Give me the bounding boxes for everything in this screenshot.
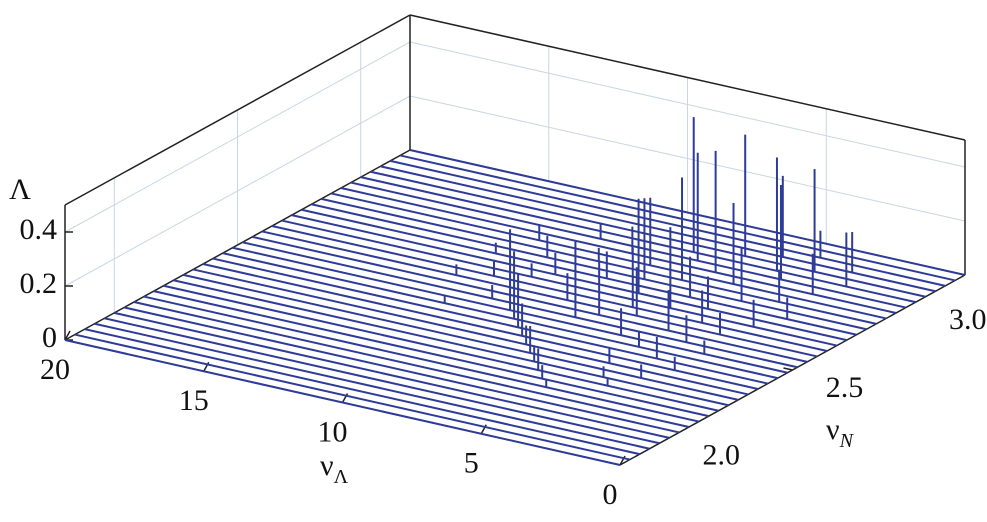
x-axis-label: νΛ	[320, 449, 349, 488]
series-baseline	[84, 328, 640, 456]
series-baseline	[291, 214, 847, 342]
series-baseline	[261, 230, 818, 358]
z-tick-label: 0.4	[20, 213, 58, 246]
series-baseline	[311, 203, 867, 331]
y-tick-label: 3.0	[949, 303, 987, 336]
x-tick-label: 10	[318, 415, 348, 448]
box-edge	[64, 149, 411, 341]
y-axis-label-sub: N	[839, 430, 855, 452]
series-baseline	[370, 170, 926, 298]
series-baseline	[153, 290, 709, 418]
box-edge	[409, 14, 966, 141]
series-baseline	[390, 159, 946, 287]
z-axis-label: Λ	[9, 173, 31, 206]
series-baseline	[202, 263, 759, 390]
x-tick-label: 0	[603, 478, 618, 511]
series-baseline	[242, 241, 798, 369]
series-baseline	[173, 279, 729, 407]
series-baseline	[114, 311, 670, 439]
grid-line	[64, 95, 411, 287]
y-axis-label: νN	[826, 413, 855, 452]
series-baseline	[301, 208, 857, 336]
grid-line	[409, 41, 966, 168]
series-baseline	[271, 225, 828, 352]
x-tick	[64, 330, 71, 341]
series-baseline	[380, 165, 936, 293]
x-tick-label: 20	[40, 353, 70, 386]
y-tick-label: 2.0	[703, 439, 741, 472]
series-baseline	[252, 235, 808, 363]
series-baseline	[123, 306, 680, 434]
x-axis-label-sub: Λ	[334, 466, 349, 488]
x-axis-label-main: ν	[320, 449, 334, 482]
y-axis-label-main: ν	[826, 413, 840, 446]
series-baseline	[350, 181, 907, 309]
z-tick-label: 0	[42, 321, 57, 354]
x-tick-label: 5	[464, 447, 479, 480]
grid-line	[409, 95, 966, 222]
x-tick-label: 15	[179, 384, 209, 417]
series-baseline	[281, 219, 838, 347]
series-baseline	[133, 301, 690, 428]
series-baseline	[409, 149, 966, 276]
series-baseline	[222, 252, 778, 380]
series-baseline	[74, 333, 631, 461]
series-baseline	[143, 295, 700, 423]
series-baseline	[163, 284, 719, 412]
y-tick	[783, 367, 793, 371]
y-tick-label: 2.5	[826, 371, 864, 404]
series-baseline	[64, 339, 621, 466]
series-baseline	[94, 322, 650, 450]
z-tick-label: 0.2	[20, 267, 58, 300]
series-baseline	[212, 257, 769, 385]
series-baseline	[399, 154, 956, 282]
series-baseline	[330, 192, 887, 320]
series-baseline	[104, 317, 660, 445]
series-baseline	[192, 268, 749, 396]
series-baseline	[340, 187, 897, 314]
box-edge	[64, 14, 411, 206]
series-baseline	[183, 273, 739, 401]
grid-line	[64, 41, 411, 233]
